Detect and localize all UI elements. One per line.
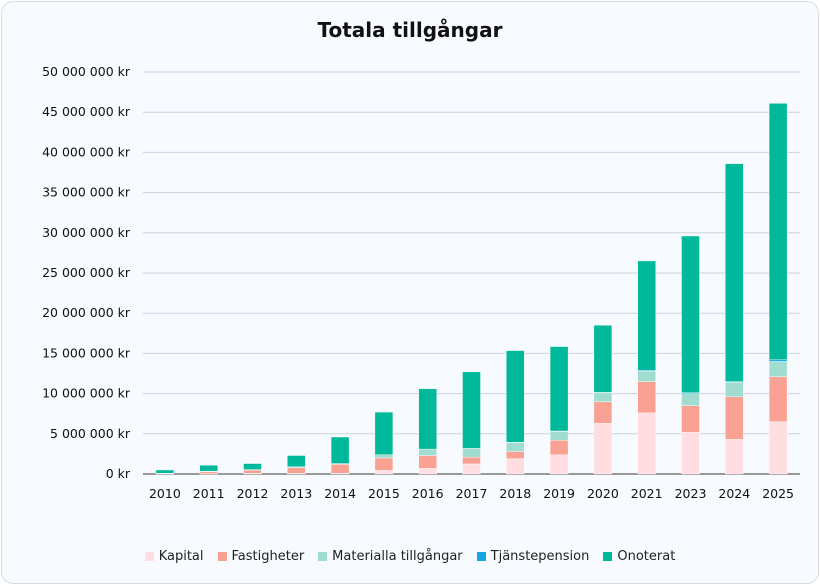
legend-swatch (603, 552, 613, 561)
bar-segment-materialla-tillgångar (506, 442, 525, 452)
x-tick-label: 2012 (237, 486, 269, 501)
bar-segment-fastigheter (374, 457, 394, 471)
legend-swatch (476, 552, 486, 561)
chart-title: Totala tillgångar (317, 18, 503, 42)
bar-segment-onoterat (549, 346, 569, 432)
y-tick-label: 50 000 000 kr (42, 64, 131, 79)
y-tick-label: 25 000 000 kr (42, 265, 131, 280)
bar-segment-onoterat (768, 103, 788, 361)
legend-item[interactable]: Materialla tillgångar (318, 549, 463, 564)
bar-segment-kapital (506, 458, 525, 475)
bar-segment-fastigheter (725, 396, 744, 440)
bar-segment-onoterat (725, 163, 744, 382)
x-tick-label: 2021 (631, 486, 663, 501)
bar-segment-onoterat (593, 325, 613, 393)
legend-label: Fastigheter (231, 549, 305, 564)
bar-segment-materialla-tillgångar (681, 393, 700, 406)
x-tick-label: 2010 (149, 486, 181, 501)
bar-segment-onoterat (374, 411, 394, 455)
bar-segment-onoterat (681, 235, 700, 393)
y-tick-label: 45 000 000 kr (42, 104, 131, 119)
bar-segment-fastigheter (549, 440, 569, 455)
x-tick-label: 2013 (280, 486, 312, 501)
bar-segment-kapital (374, 470, 394, 475)
x-tick-label: 2011 (193, 486, 225, 501)
y-tick-label: 20 000 000 kr (42, 305, 131, 320)
legend-item[interactable]: Onoterat (603, 549, 675, 564)
legend-label: Tjänstepension (490, 549, 590, 564)
y-tick-label: 35 000 000 kr (42, 185, 131, 200)
bar-segment-materialla-tillgångar (549, 431, 569, 441)
bar-segment-kapital (681, 431, 700, 475)
bar-segment-materialla-tillgångar (462, 448, 481, 458)
x-tick-label: 2020 (587, 486, 619, 501)
bar-segment-fastigheter (330, 464, 350, 474)
legend-swatch (144, 552, 154, 561)
legend-label: Kapital (158, 549, 204, 564)
y-tick-label: 30 000 000 kr (42, 225, 131, 240)
bar-segment-fastigheter (418, 455, 437, 469)
bar-segment-fastigheter (637, 381, 656, 414)
x-tick-label: 2023 (675, 486, 707, 501)
bar-segment-kapital (549, 454, 569, 475)
bar-segment-kapital (725, 439, 744, 475)
legend-swatch (318, 552, 328, 561)
x-tick-label: 2017 (456, 486, 488, 501)
x-tick-label: 2014 (324, 486, 356, 501)
y-tick-label: 40 000 000 kr (42, 144, 131, 159)
x-tick-label: 2015 (368, 486, 400, 501)
y-tick-label: 0 kr (106, 466, 131, 481)
bar-segment-kapital (593, 423, 613, 475)
legend: Kapital Fastigheter Materialla tillgångar T… (0, 549, 820, 564)
x-tick-label: 2018 (499, 486, 531, 501)
bar-segment-kapital (462, 463, 481, 475)
bar-segment-kapital (637, 412, 656, 475)
bar-segment-tjänstepension (768, 359, 788, 362)
bar-segment-fastigheter (199, 471, 218, 474)
bar-segment-fastigheter (506, 451, 525, 459)
bar-segment-onoterat (330, 436, 350, 464)
y-tick-label: 10 000 000 kr (42, 386, 131, 401)
legend-item[interactable]: Fastigheter (217, 549, 305, 564)
bar-segment-materialla-tillgångar (768, 361, 788, 377)
bar-segment-materialla-tillgångar (374, 454, 394, 459)
legend-swatch (217, 552, 227, 561)
bar-segment-onoterat (287, 455, 306, 467)
bar-segment-onoterat (155, 469, 175, 474)
bar-segment-onoterat (199, 464, 218, 472)
bar-segment-materialla-tillgångar (418, 448, 437, 456)
x-tick-label: 2024 (718, 486, 750, 501)
bar-segment-materialla-tillgångar (637, 370, 656, 382)
bar-segment-fastigheter (593, 401, 613, 424)
bar-segment-fastigheter (243, 469, 262, 474)
y-tick-label: 5 000 000 kr (50, 426, 131, 441)
bar-segment-materialla-tillgångar (593, 392, 613, 402)
x-tick-label: 2016 (412, 486, 444, 501)
bar-segment-fastigheter (287, 467, 306, 474)
bar-segment-materialla-tillgångar (725, 382, 744, 398)
x-tick-label: 2019 (543, 486, 575, 501)
legend-item[interactable]: Kapital (144, 549, 204, 564)
x-tick-label: 2025 (762, 486, 794, 501)
bar-segment-kapital (768, 421, 788, 475)
bar-segment-onoterat (418, 388, 437, 450)
legend-label: Materialla tillgångar (332, 549, 463, 564)
bar-segment-fastigheter (681, 405, 700, 433)
bar-segment-kapital (418, 468, 437, 475)
bar-segment-fastigheter (462, 456, 481, 465)
bar-segment-onoterat (506, 350, 525, 443)
y-tick-label: 15 000 000 kr (42, 345, 131, 360)
bar-segment-onoterat (243, 463, 262, 470)
legend-label: Onoterat (617, 549, 676, 564)
bar-segment-fastigheter (768, 376, 788, 422)
bar-segment-onoterat (462, 371, 481, 449)
legend-item[interactable]: Tjänstepension (476, 549, 590, 564)
bar-segment-onoterat (637, 260, 656, 371)
